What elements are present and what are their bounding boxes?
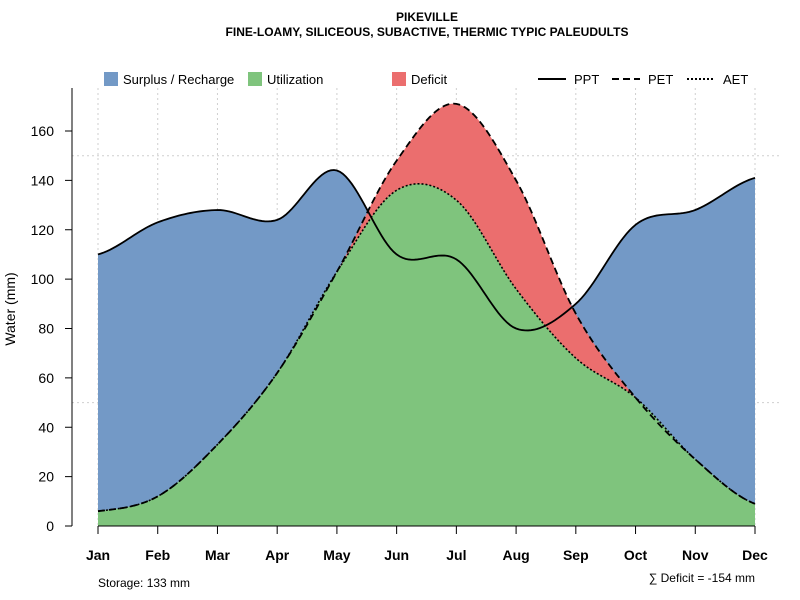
x-tick-label-may: May xyxy=(323,547,350,563)
y-tick-label-100: 100 xyxy=(31,271,55,287)
legend-swatch-utilization xyxy=(248,72,262,86)
x-tick-label-mar: Mar xyxy=(205,547,230,563)
surplus-over-pet-area xyxy=(98,103,755,512)
legend-label-utilization: Utilization xyxy=(267,72,323,87)
aet-line xyxy=(97,183,756,512)
x-tick-label-sep: Sep xyxy=(563,547,589,563)
legend-label-aet: AET xyxy=(723,72,748,87)
x-tick-label-dec: Dec xyxy=(742,547,768,563)
x-tick-label-jan: Jan xyxy=(86,547,110,563)
legend-label-deficit: Deficit xyxy=(411,72,448,87)
pet-line xyxy=(97,102,756,513)
legend-label-ppt: PPT xyxy=(574,72,599,87)
y-tick-label-60: 60 xyxy=(38,370,54,386)
y-tick-label-40: 40 xyxy=(38,419,54,435)
legend-swatch-deficit xyxy=(392,72,406,86)
y-tick-label-0: 0 xyxy=(46,518,54,534)
axes: 0 20 40 60 80 100 120 140 160 Jan Feb Mar Apr May Jun J… xyxy=(31,88,768,563)
y-tick-label-80: 80 xyxy=(38,321,54,337)
x-tick-label-oct: Oct xyxy=(624,547,648,563)
series-lines xyxy=(97,102,756,513)
y-tick-label-160: 160 xyxy=(31,123,55,139)
legend-label-pet: PET xyxy=(648,72,673,87)
x-tick-label-feb: Feb xyxy=(145,547,170,563)
x-tick-label-apr: Apr xyxy=(265,547,290,563)
legend-label-surplus-recharge: Surplus / Recharge xyxy=(123,72,234,87)
x-tick-label-jun: Jun xyxy=(384,547,409,563)
x-tick-label-nov: Nov xyxy=(682,547,709,563)
utilization-area xyxy=(98,183,755,526)
chart-subtitle: FINE-LOAMY, SILICEOUS, SUBACTIVE, THERMI… xyxy=(226,25,629,39)
x-tick-label-aug: Aug xyxy=(502,547,529,563)
chart-title: PIKEVILLE xyxy=(396,10,458,24)
y-tick-label-20: 20 xyxy=(38,469,54,485)
legend-swatch-surplus-recharge xyxy=(104,72,118,86)
y-axis-label: Water (mm) xyxy=(2,272,18,345)
y-tick-label-120: 120 xyxy=(31,222,55,238)
deficit-note: ∑ Deficit = -154 mm xyxy=(649,571,755,585)
x-tick-label-jul: Jul xyxy=(446,547,466,563)
filled-areas xyxy=(98,103,755,527)
legend: Surplus / Recharge Utilization Deficit PPT P… xyxy=(104,72,748,87)
y-tick-label-140: 140 xyxy=(31,172,55,188)
storage-note: Storage: 133 mm xyxy=(98,576,190,590)
ppt-line xyxy=(97,169,756,332)
